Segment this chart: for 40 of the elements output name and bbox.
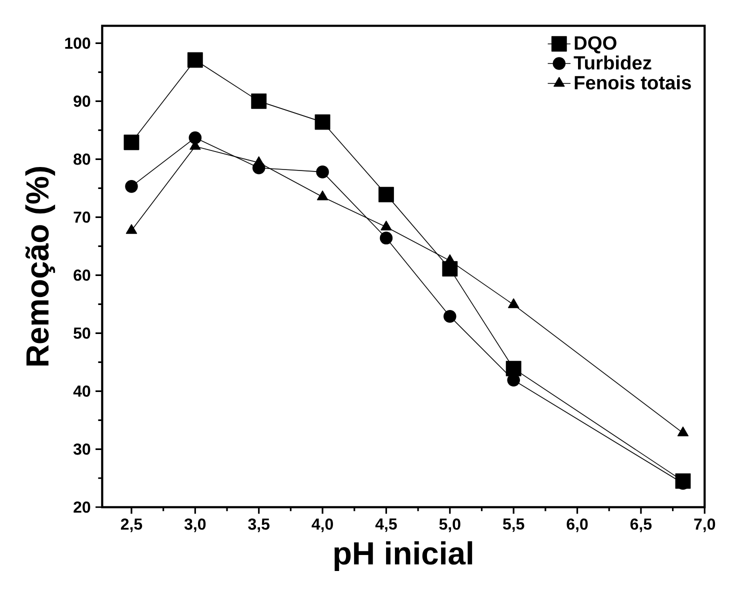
legend-label: DQO [574, 36, 616, 54]
legend-label: Turbidez [574, 56, 652, 70]
point [126, 224, 138, 234]
point [316, 166, 329, 178]
y-tick-label: 30 [73, 444, 90, 455]
x-tick-label: 3,0 [184, 518, 206, 532]
y-axis-title: Remoção (%) [25, 167, 56, 366]
point [124, 134, 140, 150]
point [125, 180, 138, 193]
x-tick-label: 5,0 [439, 518, 460, 532]
x-tick-label: 7,0 [694, 518, 716, 532]
y-tick-label: 90 [74, 96, 90, 107]
x-tick-label: 4,0 [312, 518, 333, 532]
y-tick-label: 60 [74, 270, 90, 281]
y-tick-label: 70 [74, 212, 90, 223]
point [316, 190, 328, 200]
y-tick-label: 20 [74, 502, 90, 513]
point [677, 426, 689, 436]
point [251, 94, 267, 110]
x-tick-label: 5,5 [502, 518, 524, 532]
y-tick-label: 40 [73, 386, 90, 397]
x-tick-label: 2,5 [120, 518, 142, 532]
legend-label: Fenois totais [574, 76, 691, 90]
point [508, 298, 520, 308]
x-tick-label: 4,5 [375, 518, 397, 532]
x-tick-label: 6,0 [566, 518, 588, 532]
point [380, 220, 392, 231]
point [444, 310, 456, 323]
point [314, 114, 330, 130]
point [187, 52, 203, 68]
x-axis-title: pH inicial [334, 541, 472, 572]
y-tick-label: 80 [74, 154, 90, 165]
x-tick-label: 3,5 [248, 518, 270, 532]
point [380, 232, 393, 245]
x-tick-label: 6,5 [630, 518, 652, 532]
point [188, 131, 202, 144]
point [378, 186, 394, 202]
point [506, 360, 522, 376]
y-tick-label: 100 [65, 38, 90, 49]
y-tick-label: 50 [74, 328, 90, 339]
